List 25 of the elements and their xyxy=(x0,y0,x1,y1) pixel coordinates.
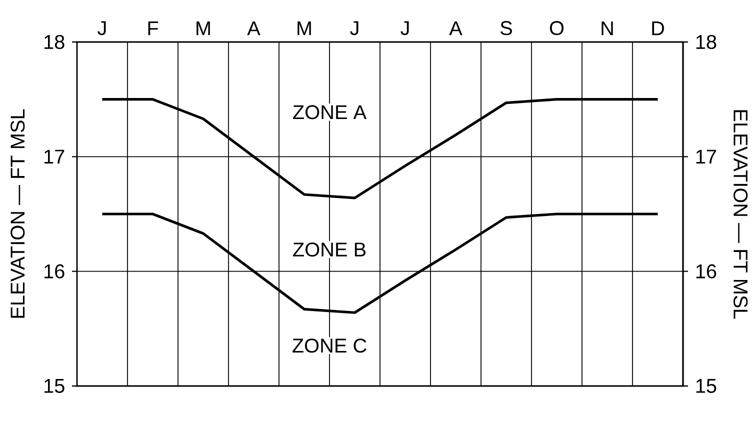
x-tick-label: N xyxy=(602,21,613,36)
x-tick-label: M xyxy=(196,21,210,36)
y-axis-title: ELEVATION — FT MSL xyxy=(10,109,25,318)
y2-tick-label: 17 xyxy=(696,150,716,164)
y2-tick-label: 16 xyxy=(696,264,716,278)
x-tick-label: M xyxy=(298,21,311,36)
x-tick-label: D xyxy=(652,21,664,36)
annotation: ZONE C xyxy=(292,338,366,353)
y2-tick-label: 18 xyxy=(696,34,716,50)
x-tick-label: J xyxy=(350,21,358,36)
x-tick-label: A xyxy=(449,21,462,36)
x-tick-label: A xyxy=(247,21,260,36)
y-tick-label: 17 xyxy=(44,150,64,164)
y2-axis-title: ELEVATION — FT MSL xyxy=(734,110,748,319)
x-tick-label: J xyxy=(98,21,106,36)
y-tick-label: 16 xyxy=(44,264,64,278)
x-tick-label: O xyxy=(550,21,564,36)
y-tick-label: 15 xyxy=(44,379,64,393)
annotation: ZONE B xyxy=(293,242,366,257)
x-tick-label: F xyxy=(148,21,158,36)
y2-tick-label: 15 xyxy=(696,379,716,393)
x-tick-label: S xyxy=(500,21,512,36)
annotation: ZONE A xyxy=(293,105,367,120)
x-tick-label: J xyxy=(400,21,409,36)
y-tick-label: 18 xyxy=(44,34,64,50)
